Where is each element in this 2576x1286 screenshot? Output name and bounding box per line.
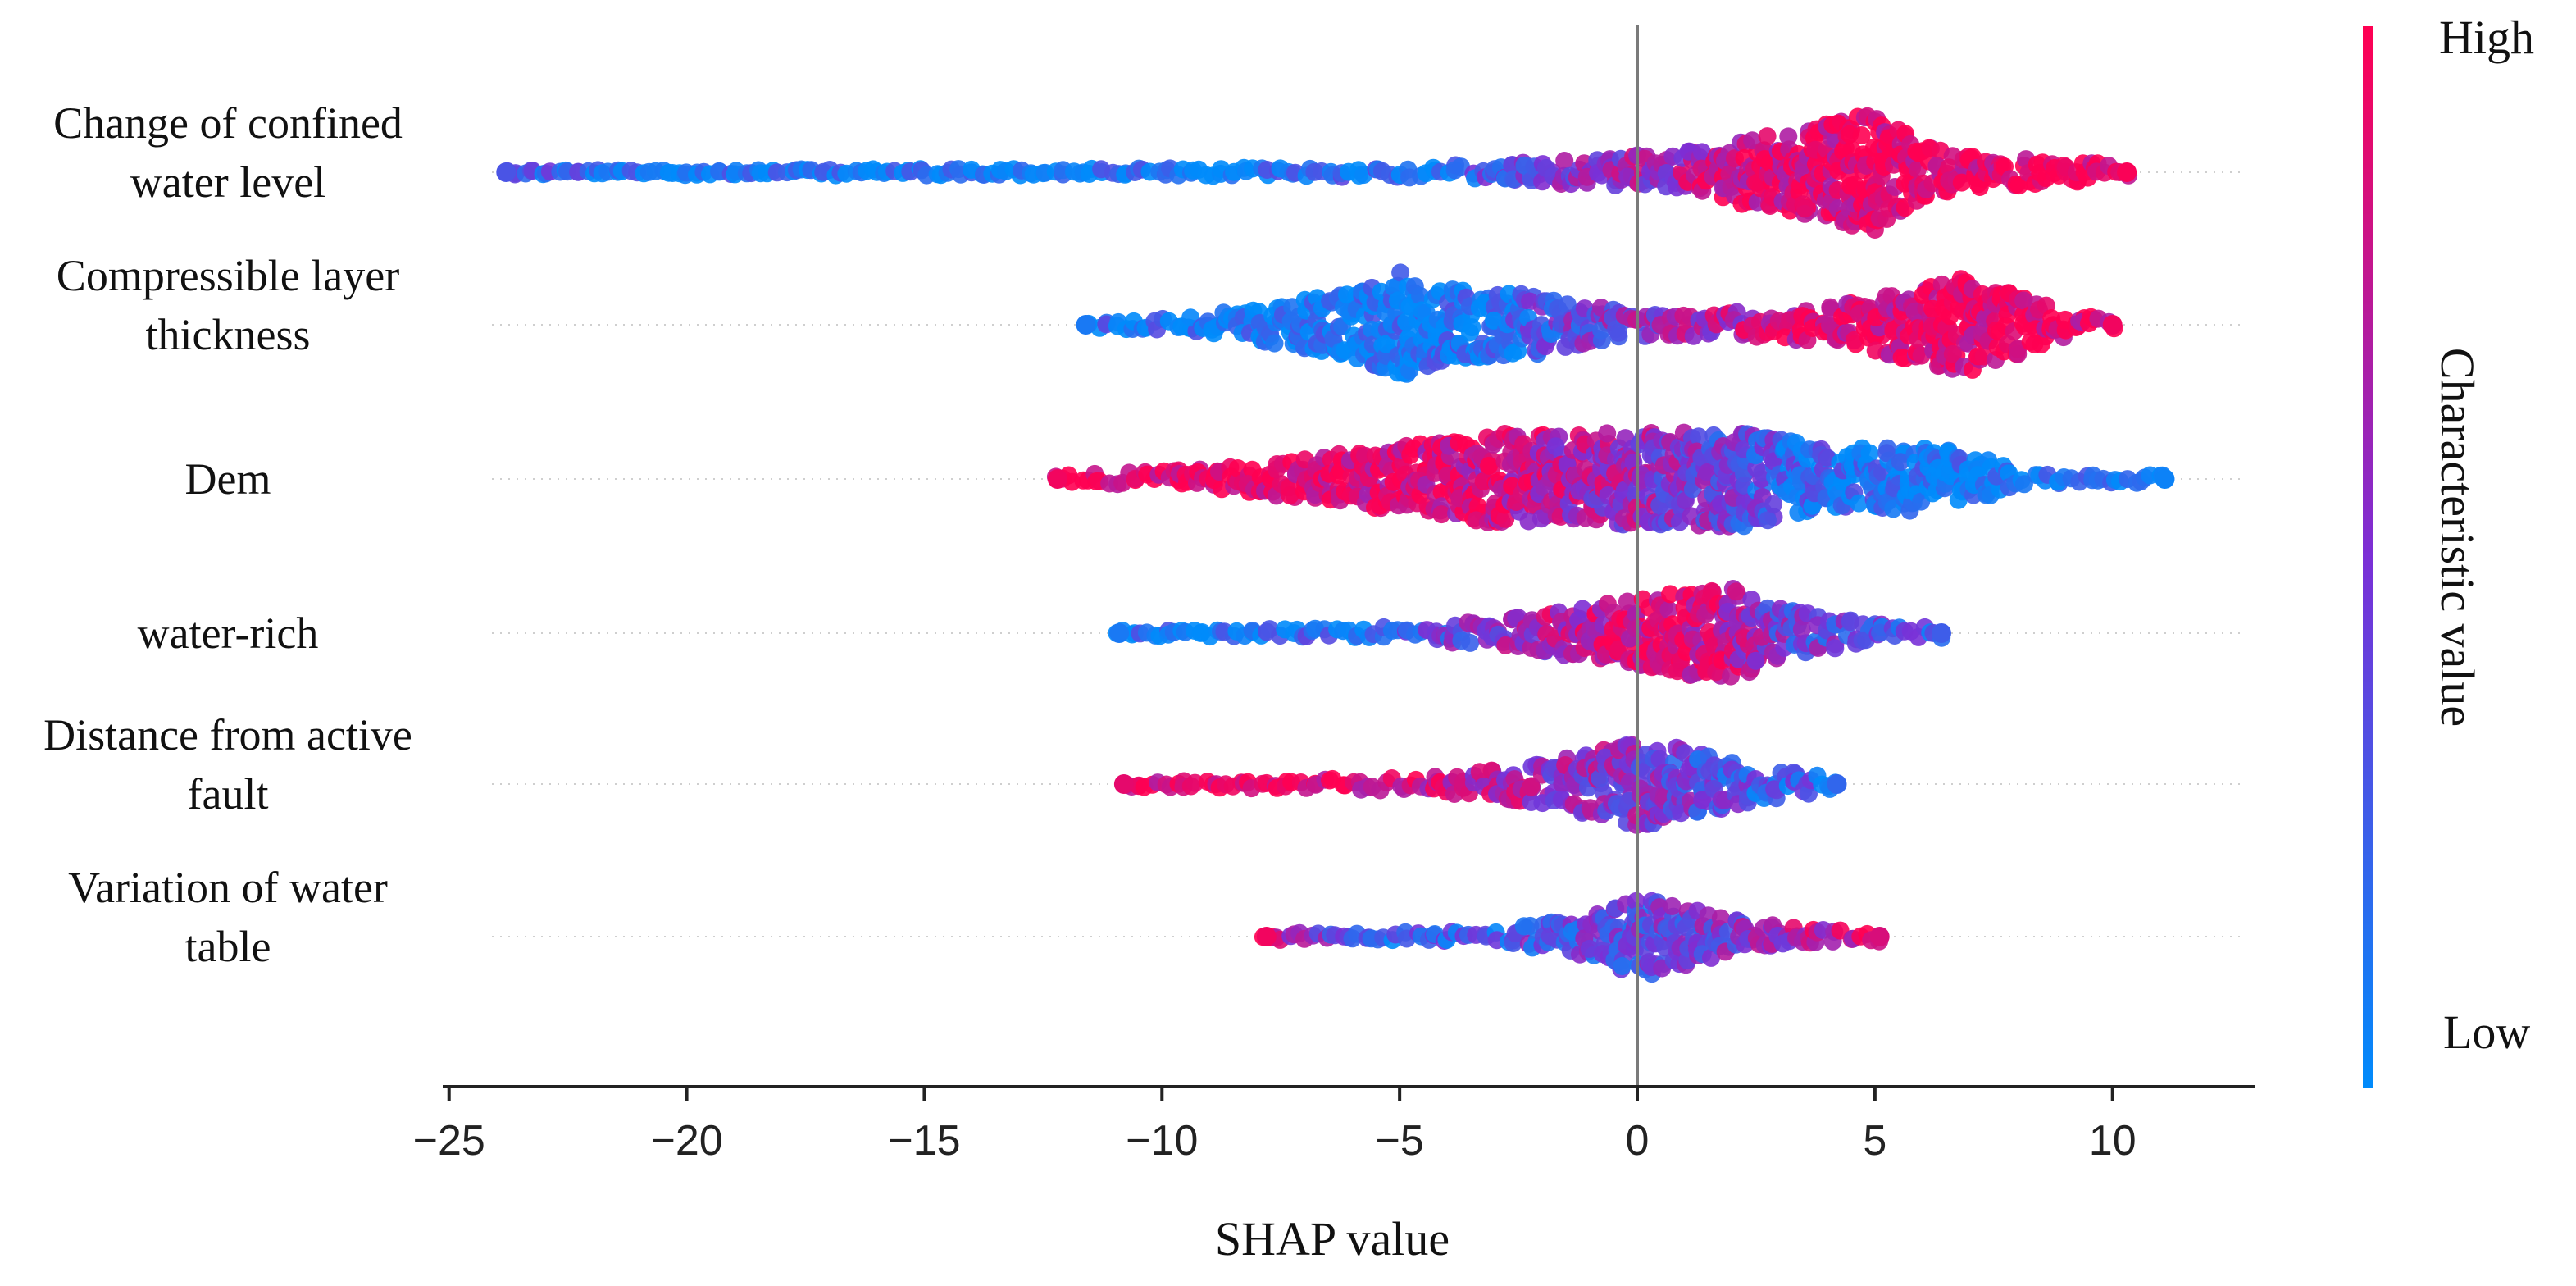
shap-point [1693,791,1712,809]
shap-point [1689,427,1708,446]
shap-point [2155,469,2175,489]
shap-point [1613,957,1632,975]
x-tick-label: 10 [2089,1117,2137,1165]
shap-point [1113,774,1134,794]
shap-point [2102,315,2123,335]
shap-point [1826,639,1845,658]
feature-points [1108,580,1951,686]
feature-label-line: water-rich [138,609,319,658]
shap-point [1391,263,1410,282]
shap-point [1764,495,1783,513]
shap-point [1531,509,1550,528]
x-axis: −25 −20 −15 −10 −5 0 5 10 [413,1085,2255,1165]
x-tick-label: 0 [1626,1117,1650,1165]
colorbar-low-label: Low [2443,1006,2530,1059]
shap-point [1663,896,1682,915]
shap-point [1522,778,1541,796]
feature-label-line: fault [188,769,269,819]
feature-points [1046,423,2175,536]
shap-point [1693,143,1711,162]
shap-point [1109,623,1130,643]
feature-label-line: Variation of water [68,863,388,912]
feature-label-line: Compressible layer [57,251,399,300]
feature-labels: Change of confined water level Compressibl… [43,98,412,971]
shap-point [1496,509,1515,528]
shap-point [1265,334,1284,353]
shap-point [1850,494,1868,513]
colorbar-high-label: High [2439,11,2534,64]
shap-point [1845,331,1864,349]
shap-point [1852,126,1871,144]
shap-point [1877,444,1896,463]
x-tick-label: 5 [1863,1117,1886,1165]
shap-point [1800,784,1818,803]
shap-point [2117,162,2137,182]
shap-point [1256,927,1277,946]
x-tick-label: −15 [888,1117,960,1165]
feature-points [496,107,2138,239]
colorbar-gradient [2363,26,2373,1088]
shap-point [1869,927,1890,946]
shap-point [1650,750,1669,768]
shap-point [1759,511,1777,530]
shap-point [1281,486,1299,505]
feature-label-line: thickness [146,310,311,359]
colorbar-title: Characteristic value [2431,348,2484,727]
shap-point [1461,633,1480,652]
feature-label-line: Dem [185,454,271,504]
x-tick-label: −5 [1375,1117,1423,1165]
x-tick-label: −10 [1126,1117,1198,1165]
shap-point [1746,651,1765,670]
shap-point [1659,600,1678,619]
shap-point [1076,315,1096,335]
shap-point [1609,323,1627,342]
shap-point [1468,497,1487,516]
feature-points [1254,892,1890,983]
feature-points [1076,263,2123,383]
shap-point [1432,505,1451,524]
shap-point [1779,127,1798,146]
colorbar: High Low Characteristic value [2363,11,2534,1088]
shap-point [1932,623,1951,643]
x-tick-label: −20 [650,1117,722,1165]
x-axis-label: SHAP value [1215,1212,1450,1265]
feature-label-line: Change of confined [53,98,403,148]
shap-point [496,162,517,182]
shap-point [1943,344,1962,363]
shap-point [1860,444,1879,463]
feature-label-line: table [185,922,271,971]
shap-point [1795,199,1814,218]
shap-point [1891,453,1909,472]
shap-point [1727,582,1745,601]
feature-points [1113,736,1847,834]
shap-point [1792,620,1811,639]
feature-label-line: water level [130,157,325,207]
shap-point [1827,774,1847,794]
shap-point [1952,173,1971,192]
shap-point [1521,916,1540,935]
shap-point [1463,318,1481,337]
shap-point [1711,909,1730,928]
shap-point [1485,311,1503,330]
shap-point [1661,585,1680,604]
shap-point [1555,152,1574,170]
shap-point [1480,456,1499,475]
shap-point [1758,127,1777,146]
shap-point [1598,424,1617,443]
data-points [496,107,2175,983]
x-tick-label: −25 [413,1117,485,1165]
shap-point [1047,469,1067,489]
feature-label-line: Distance from active [43,710,412,759]
shap-point [1618,592,1636,611]
